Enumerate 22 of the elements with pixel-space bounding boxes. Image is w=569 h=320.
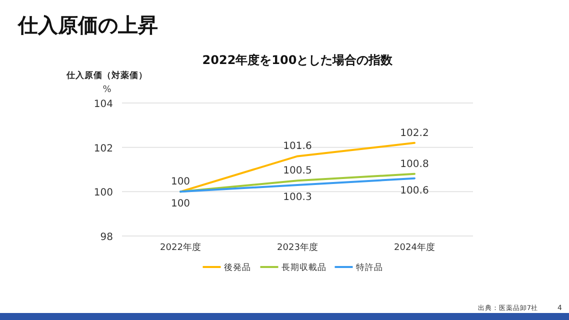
chart-title: 仕入原価の上昇 [17, 13, 158, 37]
x-tick-label: 2024年度 [394, 242, 435, 253]
y-tick-label: 104 [94, 99, 113, 110]
data-label: 100 [170, 198, 190, 210]
y-tick-label: 100 [94, 188, 113, 199]
x-tick-label: 2023年度 [277, 242, 318, 253]
chart-subtitle: 2022年度を100とした場合の指数 [202, 53, 394, 67]
text: % [102, 85, 112, 95]
y-axis-title: 仕入原価（対薬価） [66, 70, 148, 81]
legend-label: 長期収載品 [281, 262, 326, 273]
data-label: 100.6 [400, 185, 429, 196]
legend-label: 後発品 [224, 262, 251, 273]
y-tick-label: 98 [100, 232, 113, 243]
data-label: 101.6 [283, 141, 312, 152]
legend-label: 特許品 [356, 262, 383, 273]
data-label: 100.5 [283, 166, 312, 177]
data-label: 100.3 [283, 192, 312, 204]
data-label: 102.2 [400, 128, 429, 139]
x-tick-label: 2022年度 [160, 242, 201, 253]
data-label: 100.8 [400, 158, 429, 170]
data-label: 100 [170, 176, 190, 188]
y-tick-label: 102 [94, 143, 113, 154]
